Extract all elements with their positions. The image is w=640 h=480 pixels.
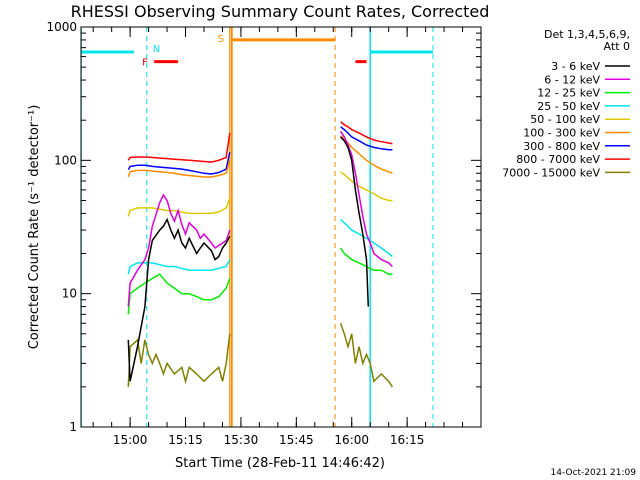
- x-tick-label: 16:15: [390, 433, 425, 447]
- chart-title: RHESSI Observing Summary Count Rates, Co…: [71, 2, 490, 21]
- legend-label: 100 - 300 keV: [523, 127, 600, 140]
- x-tick-label: 15:15: [168, 433, 203, 447]
- footer-timestamp: 14-Oct-2021 21:09: [551, 468, 637, 478]
- x-tick-label: 15:00: [113, 433, 148, 447]
- plot-frame: [80, 26, 482, 428]
- legend-label: 6 - 12 keV: [544, 73, 600, 86]
- series-line-800-7000-kev: [127, 121, 393, 163]
- legend-label: 50 - 100 keV: [530, 113, 600, 126]
- legend-label: 3 - 6 keV: [551, 60, 600, 73]
- legend-label: 300 - 800 keV: [523, 140, 600, 153]
- x-axis-label: Start Time (28-Feb-11 14:46:42): [175, 456, 385, 471]
- flare-flag-letter: F: [142, 58, 148, 69]
- series-line-25-50-kev: [127, 218, 393, 275]
- saa-flag-letter: S: [218, 34, 224, 45]
- series-line-50-100-kev: [127, 171, 393, 217]
- night-flag-letter: N: [153, 44, 160, 55]
- y-tick-label: 100: [54, 153, 77, 167]
- flag-labels: NF S: [142, 34, 224, 69]
- y-axis-label: Corrected Count Rate (s⁻¹ detector⁻¹): [27, 105, 42, 350]
- legend-header-line: Att 0: [604, 40, 630, 53]
- y-tick-label: 1000: [46, 20, 77, 34]
- legend-label: 12 - 25 keV: [537, 87, 600, 100]
- y-tick-label: 10: [62, 287, 77, 301]
- series-line-12-25-kev: [127, 247, 393, 315]
- x-tick-label: 15:45: [279, 433, 314, 447]
- axes: 1 10 100 1000 15:00 15:15 15:30 15:45 16:00 16:15: [46, 20, 482, 447]
- legend-label: 7000 - 15000 keV: [502, 166, 600, 179]
- y-tick-label: 1: [69, 420, 77, 434]
- x-tick-label: 15:30: [224, 433, 259, 447]
- legend-label: 800 - 7000 keV: [516, 153, 600, 166]
- series-line-300-800-kev: [127, 126, 393, 175]
- x-tick-label: 16:00: [334, 433, 369, 447]
- legend-label: 25 - 50 keV: [537, 100, 600, 113]
- series-line-7000-15000-kev: [127, 322, 394, 388]
- observing-flags: [81, 27, 434, 427]
- legend-header-line: Det 1,3,4,5,6,9,: [544, 28, 630, 41]
- series-line-3-6-kev: [127, 136, 370, 382]
- series-line-6-12-kev: [127, 130, 393, 307]
- series-lines: [127, 121, 394, 388]
